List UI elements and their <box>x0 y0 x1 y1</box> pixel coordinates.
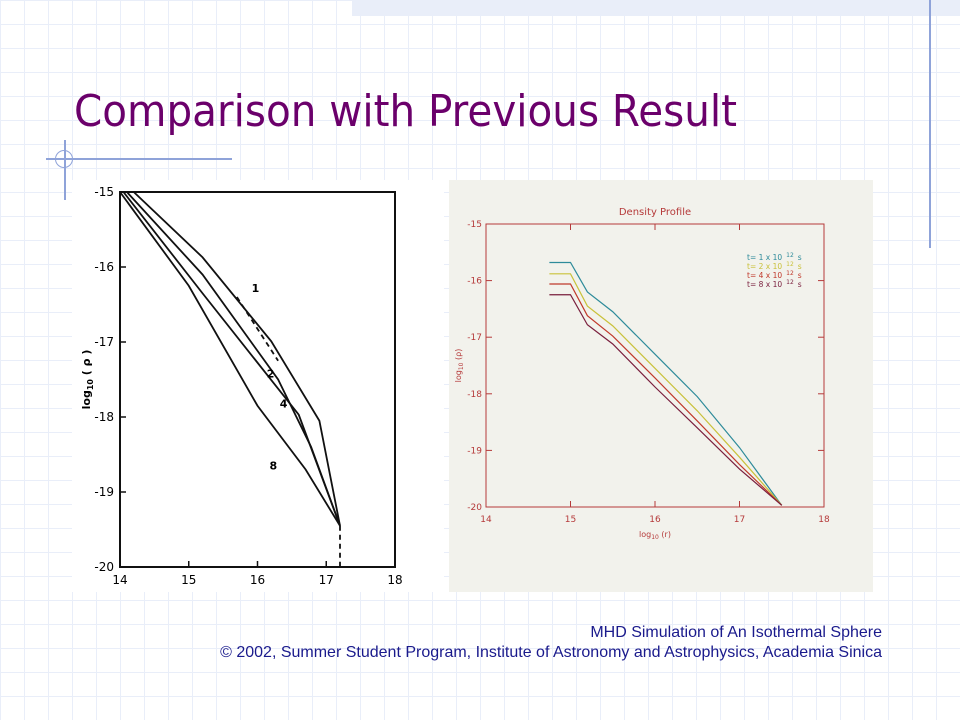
footer-line-2: © 2002, Summer Student Program, Institut… <box>220 644 882 661</box>
series-line-1 <box>549 261 783 506</box>
legend-entry: t= 2 x 10 12 s <box>747 261 802 271</box>
legend-entry: t= 4 x 10 12 s <box>747 270 802 280</box>
legend-entry: t= 1 x 10 12 s <box>747 252 802 262</box>
series-line-4 <box>122 191 341 527</box>
chart-title: Density Profile <box>619 207 691 218</box>
decorative-rule-horizontal <box>46 158 232 160</box>
series-line-2 <box>126 191 341 527</box>
legend-entry: t= 8 x 10 12 s <box>747 279 802 289</box>
series-line-2 <box>549 273 783 506</box>
footer-line-1: MHD Simulation of An Isothermal Sphere <box>590 624 882 641</box>
decorative-band <box>352 0 960 16</box>
series-line-8 <box>119 191 341 527</box>
x-tick-label: 17 <box>734 515 745 525</box>
series-line-3 <box>549 283 783 506</box>
chart-density-svg: Density Profile 14 15 16 17 18 -15 -16 -17 -18 -19… <box>454 207 830 541</box>
y-tick-label: -16 <box>94 260 114 274</box>
y-tick-label: -20 <box>467 503 482 513</box>
y-tick-label: -19 <box>467 446 482 456</box>
x-tick-label: 15 <box>565 515 576 525</box>
curve-label: 8 <box>269 460 277 473</box>
decorative-rule-vertical <box>929 0 931 248</box>
chart-density-profile: Density Profile 14 15 16 17 18 -15 -16 -17 -18 -19… <box>449 180 873 592</box>
x-axis-label: log10 ( r ) <box>229 591 286 592</box>
slide-footer: MHD Simulation of An Isothermal Sphere ©… <box>220 623 882 663</box>
curve-label: 4 <box>280 397 288 410</box>
decorative-circle <box>55 150 73 168</box>
x-tick-label: 17 <box>319 573 334 587</box>
y-tick-label: -18 <box>94 410 114 424</box>
x-tick-label: 18 <box>387 573 402 587</box>
x-tick-label: 15 <box>181 573 196 587</box>
x-tick-label: 18 <box>818 515 830 525</box>
series-line-4 <box>549 294 783 506</box>
y-tick-label: -17 <box>467 333 482 343</box>
y-axis-label: log10 (ρ) <box>454 349 465 383</box>
x-tick-label: 16 <box>250 573 265 587</box>
x-axis-label: log10 (r) <box>639 530 671 541</box>
x-tick-label: 16 <box>649 515 661 525</box>
y-tick-label: -18 <box>467 390 482 400</box>
y-tick-label: -16 <box>467 277 482 287</box>
curve-label: 2 <box>267 367 275 380</box>
y-tick-label: -19 <box>94 485 114 499</box>
x-tick-label: 14 <box>112 573 127 587</box>
slide-title: Comparison with Previous Result <box>74 86 738 137</box>
y-tick-label: -15 <box>467 220 482 230</box>
series-line-1 <box>133 191 341 526</box>
y-axis-label: log10 ( ρ ) <box>80 350 95 410</box>
dashed-line <box>236 296 279 362</box>
y-tick-label: -20 <box>94 560 114 574</box>
x-tick-label: 14 <box>480 515 492 525</box>
decorative-rule-short <box>64 140 66 200</box>
curve-label: 1 <box>252 282 260 295</box>
y-tick-label: -17 <box>94 335 114 349</box>
y-tick-label: -15 <box>94 185 114 199</box>
